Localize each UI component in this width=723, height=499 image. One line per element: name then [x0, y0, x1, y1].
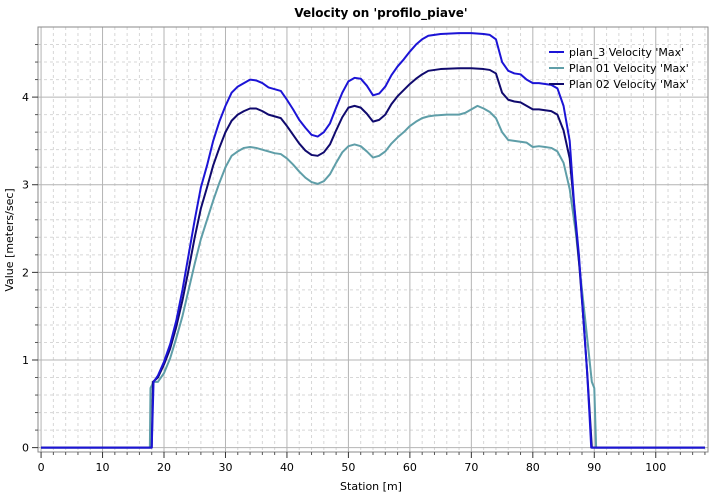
x-axis-label: Station [m]	[340, 480, 402, 493]
legend-label: Plan 02 Velocity 'Max'	[569, 78, 689, 91]
x-axis-ticks: 0 10 20 30 40 50 60 70 80 90 100	[38, 452, 706, 474]
series-layer	[41, 32, 705, 449]
x-tick-label: 40	[280, 461, 294, 474]
x-tick-label: 80	[526, 461, 540, 474]
x-tick-label: 0	[38, 461, 45, 474]
y-tick-label: 1	[22, 354, 29, 367]
chart-title: Velocity on 'profilo_piave'	[294, 6, 467, 21]
x-tick-label: 90	[587, 461, 601, 474]
x-tick-label: 100	[645, 461, 666, 474]
legend-label: plan_3 Velocity 'Max'	[569, 46, 684, 59]
legend: plan_3 Velocity 'Max' Plan 01 Velocity 'M…	[549, 46, 689, 91]
y-tick-label: 2	[22, 266, 29, 279]
x-tick-label: 50	[341, 461, 355, 474]
y-tick-label: 4	[22, 91, 29, 104]
y-axis-label: Value [meters/sec]	[3, 188, 16, 291]
x-tick-label: 20	[157, 461, 171, 474]
minor-grid	[38, 27, 708, 452]
series-line-2	[41, 67, 705, 449]
x-tick-label: 70	[464, 461, 478, 474]
legend-label: Plan 01 Velocity 'Max'	[569, 62, 689, 75]
x-tick-label: 30	[218, 461, 232, 474]
y-tick-label: 0	[22, 442, 29, 455]
series-line-0	[41, 32, 705, 449]
y-axis-ticks: 0 1 2 3 4	[22, 44, 38, 455]
y-tick-label: 3	[22, 179, 29, 192]
x-tick-label: 10	[96, 461, 110, 474]
x-tick-label: 60	[403, 461, 417, 474]
series-line-1	[41, 104, 705, 449]
